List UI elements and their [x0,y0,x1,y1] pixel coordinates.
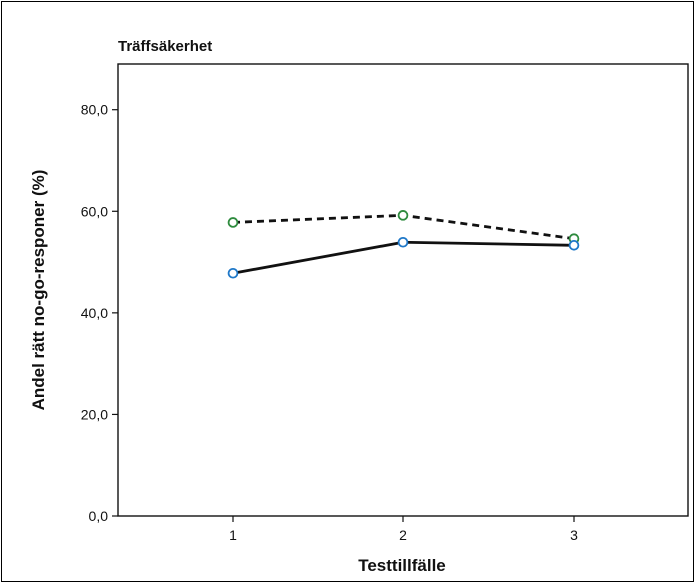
data-point-series-1-2 [397,210,409,221]
x-axis-ticks: 1 2 3 [229,516,578,543]
y-tick-label: 80,0 [81,102,108,118]
plot-area [117,63,689,517]
data-point-series-1-1 [227,217,239,228]
x-tick-label: 3 [570,527,578,543]
data-point-series-2-1 [227,267,239,279]
series-layer [227,210,580,279]
chart-title: Träffsäkerhet [118,38,212,55]
data-point-series-2-2 [397,236,409,248]
y-tick-label: 60,0 [81,203,108,219]
y-axis-ticks: 0,0 20,0 40,0 60,0 80,0 [81,102,118,524]
x-axis-label: Testtillfälle [358,556,446,575]
y-tick-label: 0,0 [89,508,109,524]
y-axis-label: Andel rätt no-go-responer (%) [29,170,48,411]
y-tick-label: 40,0 [81,305,108,321]
data-point-series-2-3 [568,240,580,251]
x-tick-label: 1 [229,527,237,543]
y-tick-label: 20,0 [81,406,108,422]
x-tick-label: 2 [399,527,407,543]
